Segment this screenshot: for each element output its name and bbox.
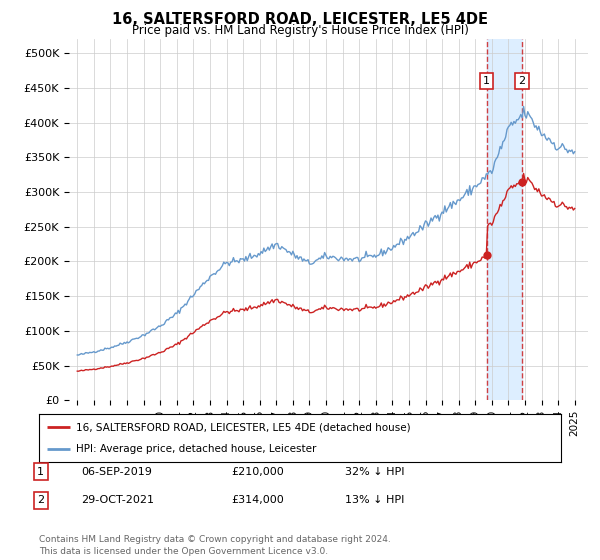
Text: £210,000: £210,000 bbox=[231, 466, 284, 477]
Text: £314,000: £314,000 bbox=[231, 495, 284, 505]
Text: 1: 1 bbox=[37, 466, 44, 477]
Text: 32% ↓ HPI: 32% ↓ HPI bbox=[345, 466, 404, 477]
Text: 06-SEP-2019: 06-SEP-2019 bbox=[81, 466, 152, 477]
Bar bbox=[487, 39, 522, 400]
Text: Contains HM Land Registry data © Crown copyright and database right 2024.
This d: Contains HM Land Registry data © Crown c… bbox=[39, 535, 391, 556]
Text: 2: 2 bbox=[37, 495, 44, 505]
Text: 29-OCT-2021: 29-OCT-2021 bbox=[81, 495, 154, 505]
Text: 16, SALTERSFORD ROAD, LEICESTER, LE5 4DE (detached house): 16, SALTERSFORD ROAD, LEICESTER, LE5 4DE… bbox=[76, 422, 410, 432]
Text: 13% ↓ HPI: 13% ↓ HPI bbox=[345, 495, 404, 505]
Text: 1: 1 bbox=[483, 76, 490, 86]
Text: HPI: Average price, detached house, Leicester: HPI: Average price, detached house, Leic… bbox=[76, 444, 316, 454]
Text: 2: 2 bbox=[518, 76, 526, 86]
Text: 16, SALTERSFORD ROAD, LEICESTER, LE5 4DE: 16, SALTERSFORD ROAD, LEICESTER, LE5 4DE bbox=[112, 12, 488, 27]
Text: Price paid vs. HM Land Registry's House Price Index (HPI): Price paid vs. HM Land Registry's House … bbox=[131, 24, 469, 37]
